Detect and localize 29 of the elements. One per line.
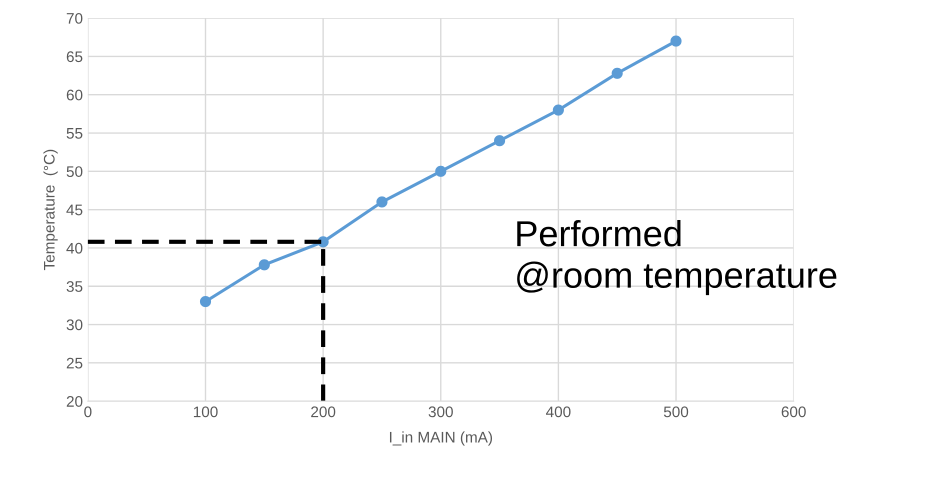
point	[552, 104, 564, 116]
point	[435, 166, 446, 177]
x-tick-label: 100	[194, 406, 218, 418]
x-tick-label: 0	[84, 406, 92, 418]
y-axis-title: Temperature (°C)	[43, 150, 58, 270]
y-tick-label: 30	[66, 319, 82, 330]
annotation: Performed @room temperature	[517, 220, 836, 296]
point	[494, 135, 506, 146]
y-tick-label: 70	[66, 12, 82, 24]
y-tick-label: 50	[66, 166, 82, 178]
point	[200, 296, 212, 308]
x-tick-label: 500	[664, 406, 688, 418]
point	[670, 36, 682, 47]
y-tick-label: 40	[66, 242, 82, 254]
point	[612, 68, 623, 79]
y-tick-label: 55	[66, 128, 82, 139]
x-axis-title: I_in MAIN (mA)	[390, 431, 492, 446]
y-tick-label: 45	[66, 204, 82, 216]
x-tick-label: 200	[311, 406, 336, 418]
y-tick-label: 25	[66, 358, 82, 369]
point	[376, 196, 388, 208]
y-tick-label: 60	[66, 90, 82, 100]
x-tick-label: 300	[428, 406, 453, 418]
point	[258, 259, 270, 270]
x-tick-label: 400	[546, 406, 571, 418]
y-tick-label: 20	[66, 396, 82, 407]
y-tick-label: 65	[66, 51, 82, 62]
y-tick-label: 35	[66, 281, 82, 292]
x-tick-label: 600	[782, 406, 806, 418]
